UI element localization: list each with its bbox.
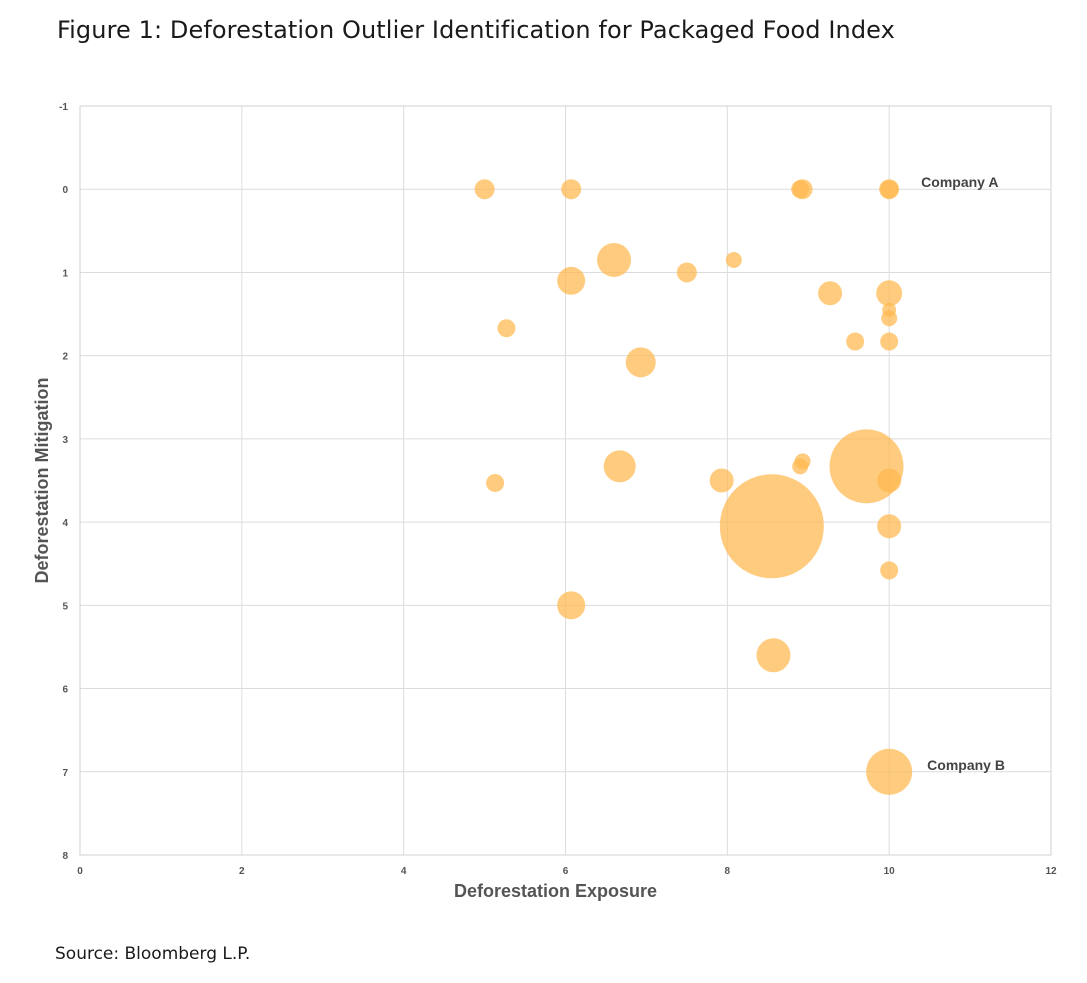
bubble [709, 468, 734, 493]
plot-frame [79, 105, 1052, 856]
y-tick-labels: -1 0 1 2 3 4 5 6 7 8 [59, 102, 68, 862]
bubble [791, 180, 810, 199]
bubble [882, 302, 897, 317]
x-tick-label: 6 [563, 866, 569, 877]
bubble [497, 319, 516, 338]
y-tick-label: 8 [62, 851, 68, 862]
bubble [880, 561, 899, 580]
bubble [877, 468, 902, 493]
bubble [880, 180, 899, 199]
bubble [794, 453, 811, 470]
annotation-label: Company B [927, 757, 1005, 773]
x-tick-label: 2 [239, 866, 245, 877]
y-tick-label: 5 [62, 601, 68, 612]
figure-source: Source: Bloomberg L.P. [55, 944, 251, 964]
y-tick-label: -1 [59, 102, 68, 113]
x-tick-labels: 0 2 4 6 8 10 12 [77, 866, 1057, 877]
bubble [676, 262, 697, 283]
bubble [829, 429, 904, 504]
figure-title: Figure 1: Deforestation Outlier Identifi… [57, 16, 895, 44]
x-axis-title: Deforestation Exposure [454, 881, 657, 901]
y-tick-label: 1 [62, 268, 68, 279]
bubble [818, 281, 843, 306]
x-tick-label: 12 [1045, 866, 1057, 877]
y-tick-label: 7 [62, 768, 68, 779]
bubble [486, 473, 505, 492]
y-tick-label: 4 [62, 518, 68, 529]
grid-lines [80, 106, 1051, 855]
x-tick-label: 4 [401, 866, 407, 877]
y-axis-title: Deforestation Mitigation [32, 378, 52, 584]
bubble [876, 280, 903, 307]
x-tick-label: 0 [77, 866, 83, 877]
bubble [597, 242, 632, 277]
y-tick-label: 6 [62, 685, 68, 696]
bubble [561, 179, 582, 200]
x-tick-label: 8 [725, 866, 731, 877]
bubbles [474, 179, 913, 795]
bubble [846, 332, 865, 351]
bubble [474, 179, 495, 200]
bubble [756, 638, 791, 673]
bubble [557, 266, 586, 295]
bubble [725, 251, 742, 268]
bubble [880, 332, 899, 351]
y-tick-label: 3 [62, 435, 68, 446]
bubble [603, 450, 636, 483]
annotation-label: Company A [921, 174, 998, 190]
bubble [866, 748, 913, 795]
bubble [557, 591, 586, 620]
bubble [719, 474, 824, 579]
y-tick-label: 2 [62, 352, 68, 363]
annotations: Company A Company B [921, 174, 1005, 773]
bubble [877, 514, 902, 539]
bubble [625, 347, 656, 378]
y-tick-label: 0 [62, 185, 68, 196]
x-tick-label: 10 [884, 866, 896, 877]
